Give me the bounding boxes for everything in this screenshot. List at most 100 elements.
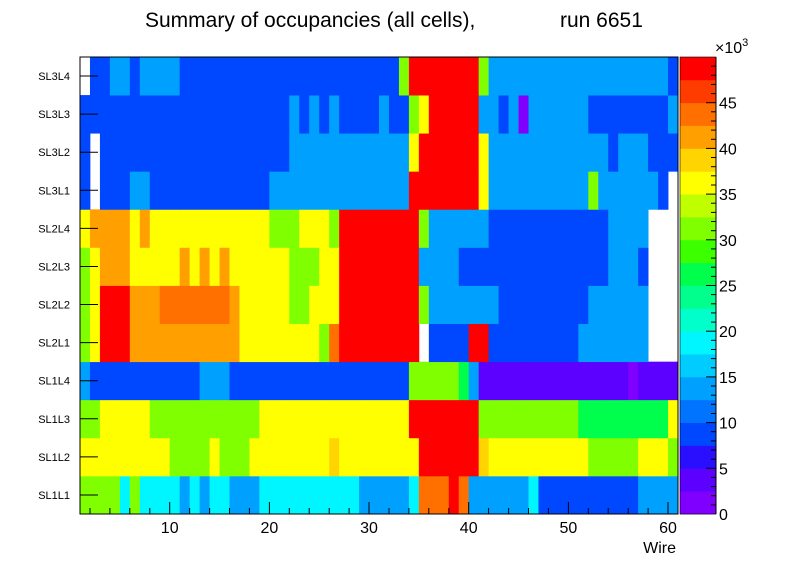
heatmap-cell xyxy=(319,133,330,172)
heatmap-cell xyxy=(588,323,599,363)
heatmap-cell xyxy=(189,361,200,401)
x-tick-label: 30 xyxy=(360,520,378,537)
y-tick-label: SL1L1 xyxy=(38,490,70,502)
heatmap-cell xyxy=(568,133,579,172)
heatmap-cell xyxy=(169,437,181,477)
heatmap-cell xyxy=(438,209,450,248)
heatmap-cell xyxy=(388,475,400,515)
heatmap-cell xyxy=(628,247,639,286)
heatmap-cell xyxy=(159,133,171,172)
heatmap-cell xyxy=(468,437,480,477)
heatmap-cell xyxy=(528,285,539,324)
heatmap-cell xyxy=(149,209,161,248)
heatmap-cell xyxy=(179,95,191,134)
heatmap-cell xyxy=(468,361,480,401)
heatmap-cell xyxy=(289,209,300,248)
heatmap-cell xyxy=(269,171,280,210)
heatmap-cell xyxy=(518,361,529,401)
heatmap-cell xyxy=(209,133,220,172)
heatmap-cell xyxy=(269,399,280,439)
heatmap-cell xyxy=(398,399,410,439)
heatmap-cell xyxy=(229,171,240,210)
heatmap-cell xyxy=(339,247,350,286)
heatmap-cell xyxy=(219,475,230,515)
heatmap-cell xyxy=(568,399,579,439)
heatmap-cell xyxy=(538,57,549,96)
heatmap-cell xyxy=(189,437,200,477)
heatmap-cell xyxy=(608,475,619,515)
heatmap-cell xyxy=(548,57,559,96)
z-tick-label: 45 xyxy=(719,96,737,113)
heatmap-cell xyxy=(548,209,559,248)
heatmap-cell xyxy=(159,95,171,134)
heatmap-cell xyxy=(229,399,240,439)
heatmap-cell xyxy=(418,57,430,96)
heatmap-cell xyxy=(428,171,440,210)
heatmap-cell xyxy=(369,475,380,515)
heatmap-cell xyxy=(408,361,420,401)
heatmap-cell xyxy=(239,399,250,439)
heatmap-cell xyxy=(119,247,131,286)
heatmap-cell xyxy=(388,285,400,324)
heatmap-cell xyxy=(448,247,460,286)
heatmap-cell xyxy=(319,171,330,210)
heatmap-cell xyxy=(379,57,390,96)
heatmap-cell xyxy=(319,323,330,363)
heatmap-cell xyxy=(349,209,360,248)
heatmap-cell xyxy=(498,57,509,96)
heatmap-cell xyxy=(438,475,450,515)
heatmap-cell xyxy=(179,209,191,248)
heatmap-cell xyxy=(139,399,151,439)
heatmap-cell xyxy=(498,247,509,286)
heatmap-cell xyxy=(478,57,490,96)
heatmap-cell xyxy=(568,209,579,248)
heatmap-cell xyxy=(369,247,380,286)
heatmap-cell xyxy=(648,57,659,96)
heatmap-cell xyxy=(628,209,639,248)
heatmap-cell xyxy=(339,437,350,477)
chart-title: Summary of occupancies (all cells), xyxy=(145,9,475,32)
heatmap-cell xyxy=(478,95,490,134)
heatmap-cell xyxy=(588,475,599,515)
heatmap-cell xyxy=(359,57,370,96)
heatmap-cell xyxy=(508,133,519,172)
heatmap-cell xyxy=(369,361,380,401)
heatmap-cell xyxy=(199,475,210,515)
heatmap-cell xyxy=(299,247,310,286)
heatmap-cell xyxy=(379,247,390,286)
heatmap-cell xyxy=(578,133,589,172)
heatmap-cell xyxy=(478,209,490,248)
heatmap-cell xyxy=(139,475,151,515)
heatmap-cell xyxy=(259,437,270,477)
heatmap-cell xyxy=(329,171,340,210)
heatmap-cell xyxy=(159,285,171,324)
heatmap-cell xyxy=(488,475,499,515)
heatmap-cell xyxy=(428,361,440,401)
heatmap-cell xyxy=(408,437,420,477)
heatmap-cell xyxy=(309,475,320,515)
heatmap-cell xyxy=(518,475,529,515)
heatmap-cell xyxy=(468,57,480,96)
heatmap-cell xyxy=(309,247,320,286)
heatmap-cell xyxy=(568,437,579,477)
heatmap-cell xyxy=(458,133,470,172)
heatmap-cell xyxy=(99,95,111,134)
heatmap-cell xyxy=(548,133,559,172)
heatmap-cell xyxy=(538,95,549,134)
heatmap-cell xyxy=(179,247,191,286)
heatmap-cell xyxy=(528,399,539,439)
heatmap-cell xyxy=(129,399,141,439)
heatmap-cell xyxy=(269,323,280,363)
color-scale-segment xyxy=(680,148,716,172)
heatmap-cell xyxy=(548,285,559,324)
color-scale-segment xyxy=(680,194,716,218)
heatmap-cell xyxy=(398,57,410,96)
heatmap-cell xyxy=(179,361,191,401)
heatmap-cell xyxy=(119,209,131,248)
heatmap-cell xyxy=(418,437,430,477)
heatmap-cell xyxy=(538,285,549,324)
heatmap-cell xyxy=(408,247,420,286)
heatmap-cell xyxy=(169,133,181,172)
heatmap-cell xyxy=(398,133,410,172)
y-tick-label: SL2L1 xyxy=(38,338,70,350)
